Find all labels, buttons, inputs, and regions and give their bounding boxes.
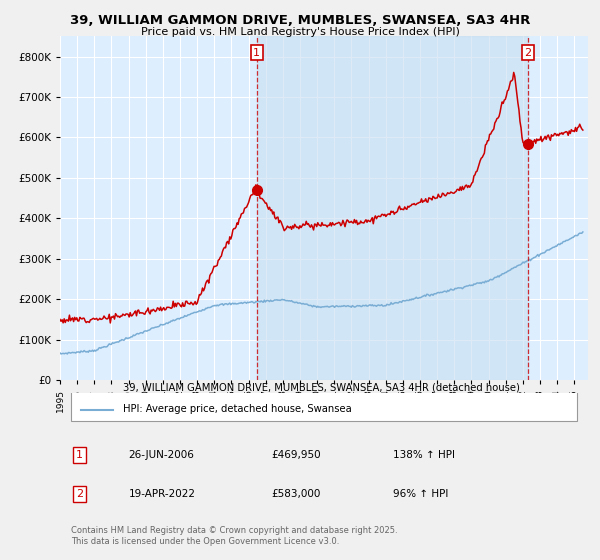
Text: 19-APR-2022: 19-APR-2022 <box>128 489 196 499</box>
Text: 39, WILLIAM GAMMON DRIVE, MUMBLES, SWANSEA, SA3 4HR: 39, WILLIAM GAMMON DRIVE, MUMBLES, SWANS… <box>70 14 530 27</box>
Text: 138% ↑ HPI: 138% ↑ HPI <box>392 450 455 460</box>
Text: 39, WILLIAM GAMMON DRIVE, MUMBLES, SWANSEA, SA3 4HR (detached house): 39, WILLIAM GAMMON DRIVE, MUMBLES, SWANS… <box>124 382 520 392</box>
Bar <box>257 36 528 380</box>
Text: 2: 2 <box>524 48 532 58</box>
Text: 2: 2 <box>76 489 83 499</box>
Text: Contains HM Land Registry data © Crown copyright and database right 2025.
This d: Contains HM Land Registry data © Crown c… <box>71 526 397 545</box>
FancyBboxPatch shape <box>71 374 577 421</box>
Text: Price paid vs. HM Land Registry's House Price Index (HPI): Price paid vs. HM Land Registry's House … <box>140 27 460 37</box>
Text: £469,950: £469,950 <box>271 450 321 460</box>
Text: 1: 1 <box>76 450 83 460</box>
Text: HPI: Average price, detached house, Swansea: HPI: Average price, detached house, Swan… <box>124 404 352 414</box>
Text: 26-JUN-2006: 26-JUN-2006 <box>128 450 194 460</box>
Text: £583,000: £583,000 <box>271 489 320 499</box>
Text: 1: 1 <box>253 48 260 58</box>
Text: 96% ↑ HPI: 96% ↑ HPI <box>392 489 448 499</box>
